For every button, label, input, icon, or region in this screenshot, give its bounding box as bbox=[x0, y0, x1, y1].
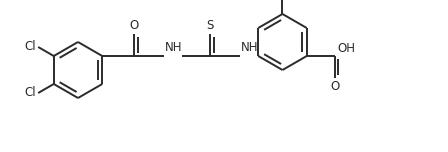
Text: OH: OH bbox=[338, 42, 356, 55]
Text: Cl: Cl bbox=[25, 40, 36, 54]
Text: O: O bbox=[129, 19, 139, 32]
Text: O: O bbox=[330, 80, 340, 93]
Text: Cl: Cl bbox=[25, 86, 36, 100]
Text: S: S bbox=[207, 19, 214, 32]
Text: NH: NH bbox=[165, 41, 183, 54]
Text: NH: NH bbox=[241, 41, 259, 54]
